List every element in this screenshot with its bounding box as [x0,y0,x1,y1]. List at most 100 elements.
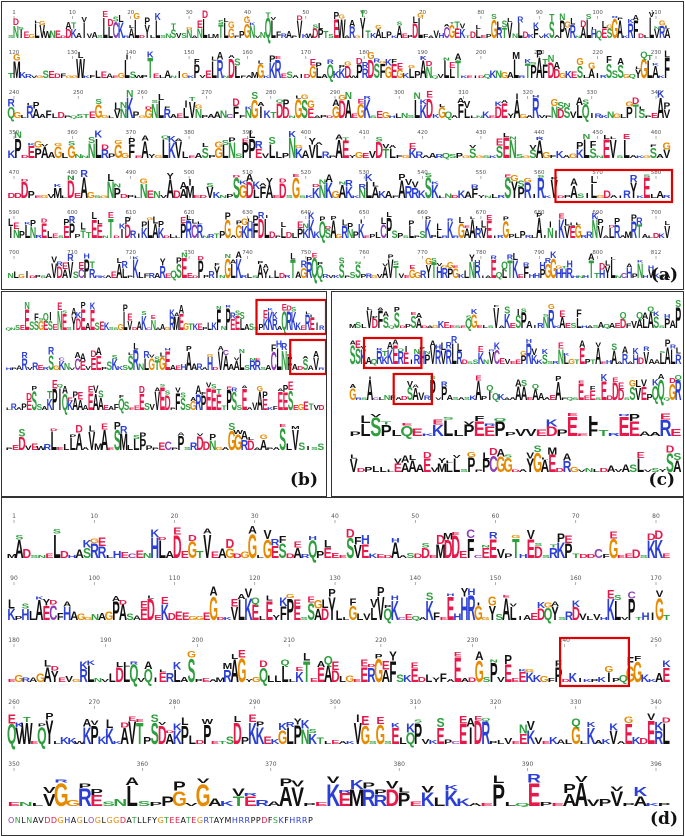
logo-residue: E [530,611,537,623]
logo-residue: P [664,101,671,112]
logo-residue: A [509,395,517,401]
logo-residue: V [610,785,623,792]
logo-residue: D [312,27,318,41]
logo-residue: Q [62,390,68,415]
logo-residue: K [489,155,497,159]
logo-residue: E [404,275,410,280]
logo-residue: S [171,29,177,42]
logo-residue: I [586,192,589,200]
logo-residue: P [201,393,207,415]
logo-residue: D [139,384,145,395]
logo-residue: K [370,31,376,40]
logo-residue: S [309,729,317,734]
logo-residue: K [421,790,435,811]
logo-residue: K [346,740,355,745]
logo-residue: S [473,358,479,366]
logo-residue: L [413,14,419,25]
logo-residue: A [16,407,22,412]
logo-residue: A [654,358,661,366]
position-tick-label: 460 [651,130,662,136]
logo-residue: N [37,554,46,559]
logo-residue: A [170,363,176,371]
logo-residue: A [616,361,623,365]
logo-residue: S [98,389,104,400]
logo-residue: N [490,658,498,663]
position-tick-label: 270 [201,90,212,96]
logo-residue: E [361,714,369,728]
position-tick-label: 340 [651,90,662,96]
logo-residue: Y [309,137,316,147]
logo-residue: L [223,18,228,43]
logo-residue: P [576,142,583,152]
logo-residue: L [398,787,410,795]
logo-residue: L [375,230,381,240]
logo-residue: A [112,595,120,603]
logo-residue: S [547,361,553,365]
logo-residue: D [548,58,555,83]
logo-residue: F [471,186,478,202]
logo-residue: L [436,222,442,232]
logo-residue: A [497,448,506,459]
logo-residue: D [632,96,639,107]
logo-residue: E [78,259,84,271]
logo-residue: R [164,108,171,121]
logo-residue: D [372,317,378,331]
logo-residue: K [118,18,125,43]
logo-residue: E [310,677,318,683]
logo-residue: D [620,317,626,331]
logo-residue: V [610,729,618,749]
logo-residue: N [519,722,528,736]
logo-residue: G [625,100,633,108]
logo-residue: L [123,308,128,337]
logo-residue: E [663,663,671,686]
logo-residue: K [632,736,642,747]
logo-residue: E [96,353,102,375]
logo-residue: T [574,358,580,366]
logo-residue: D [451,530,460,566]
logo-residue: A [408,458,417,476]
logo-residue: L [63,443,70,452]
logo-residue: A [412,384,419,404]
logo-residue: E [188,155,196,159]
logo-residue: E [437,723,445,749]
logo-residue: K [83,724,92,751]
logo-residue: A [257,387,263,417]
logo-residue: L [264,214,269,245]
logo-residue: E [202,677,210,683]
logo-residue: K [358,221,365,243]
logo-residue: L [316,65,322,82]
position-tick-label: 190 [417,50,428,56]
logo-residue: T [233,793,245,809]
logo-residue: N [216,305,222,310]
logo-residue: P [194,61,200,83]
logo-residue: I [20,29,22,42]
logo-residue: A [574,775,588,813]
logo-residue: Q [7,104,15,122]
logo-residue: N [81,155,89,159]
logo-residue: E [429,554,437,559]
logo-residue: R [675,376,682,407]
logo-residue: A [62,385,68,398]
logo-residue: F [201,392,206,396]
logo-residue: A [391,538,400,563]
logo-residue: S [425,172,432,179]
logo-residue: K [634,785,648,799]
logo-residue: G [559,71,567,80]
position-tick-label: 220 [592,50,603,56]
logo-residue: R [255,359,261,373]
logo-residue: K [112,356,118,373]
logo-residue: S [106,360,112,374]
logo-residue: P [286,592,294,626]
logo-residue: P [248,134,255,164]
logo-residue: E [519,731,527,747]
logo-residue: V [464,100,471,111]
position-tick-label: 330 [587,90,598,96]
logo-residue: L [360,419,371,440]
logo-residue: T [562,266,567,270]
logo-residue: H [388,115,395,119]
logo-residue: A [160,323,166,332]
logo-residue: E [391,723,399,749]
logo-residue: E [187,272,193,280]
logo-residue: N [413,91,420,102]
